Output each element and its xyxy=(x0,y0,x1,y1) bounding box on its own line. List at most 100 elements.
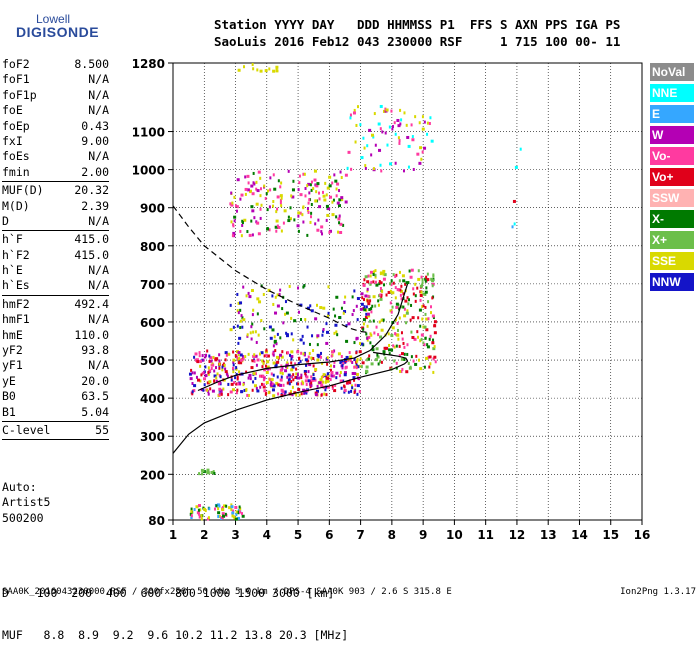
echo-point xyxy=(366,338,369,342)
param-name: fxI xyxy=(2,133,23,148)
echo-point xyxy=(308,191,311,195)
echo-point xyxy=(289,390,292,394)
echo-point xyxy=(421,115,424,119)
echo-point xyxy=(304,318,307,322)
echo-point xyxy=(272,350,275,354)
echo-point xyxy=(345,339,349,343)
echo-point xyxy=(358,350,362,354)
echo-point xyxy=(416,286,419,290)
echo-point xyxy=(319,378,323,382)
echo-point xyxy=(245,388,248,392)
echo-point xyxy=(343,385,346,389)
echo-point xyxy=(330,354,333,358)
echo-point xyxy=(243,388,246,392)
echo-point xyxy=(208,359,211,363)
echo-point xyxy=(304,370,307,374)
echo-point xyxy=(388,348,392,352)
echo-point xyxy=(290,316,293,320)
echo-point xyxy=(305,382,308,386)
echo-point xyxy=(386,143,389,147)
echo-point xyxy=(307,355,310,359)
axis-tick-labels: 1 2 3 4 5 6 7 8 9 10 11 12 13 14 15 1680200300400500600… xyxy=(132,57,651,542)
echo-point xyxy=(251,63,254,67)
y-tick-label: 700 xyxy=(140,278,165,292)
auto-program: Artist5 xyxy=(2,495,51,510)
echo-point xyxy=(317,218,320,222)
echo-point xyxy=(370,153,373,157)
echo-point xyxy=(389,282,392,286)
echo-point xyxy=(276,360,280,364)
echo-point xyxy=(380,360,383,364)
echo-point xyxy=(322,373,326,377)
echo-point xyxy=(224,370,228,374)
echo-point xyxy=(355,363,358,367)
echo-point xyxy=(310,383,313,387)
echo-point xyxy=(207,392,210,396)
echo-point xyxy=(340,196,344,200)
echo-point xyxy=(396,288,400,292)
echo-point xyxy=(328,230,331,234)
echo-point xyxy=(398,344,401,348)
echo-point xyxy=(379,335,383,339)
echo-point xyxy=(338,189,341,193)
legend-item-w: W xyxy=(650,126,694,144)
echo-point xyxy=(316,182,320,186)
param-name: M(D) xyxy=(2,198,30,213)
echo-point xyxy=(224,351,228,355)
echo-point xyxy=(202,388,205,392)
echo-point xyxy=(398,279,401,283)
echo-point xyxy=(398,141,401,145)
muf-distance-table: D 100 200 400 600 800 1000 1500 3000 [km… xyxy=(2,558,348,656)
echo-point xyxy=(422,304,425,308)
echo-point xyxy=(297,211,301,215)
echo-point xyxy=(218,366,221,370)
y-tick-label: 600 xyxy=(140,316,165,330)
echo-point xyxy=(388,125,391,129)
echo-point xyxy=(365,365,369,369)
echo-point xyxy=(361,296,364,300)
echo-point xyxy=(324,380,327,384)
echo-point xyxy=(301,213,304,217)
echo-point xyxy=(398,288,402,292)
echo-point xyxy=(399,370,402,374)
echo-point xyxy=(230,220,233,224)
echo-point xyxy=(262,362,265,366)
echo-point xyxy=(432,347,436,351)
echo-point xyxy=(248,295,252,299)
echo-point xyxy=(325,322,328,326)
legend-item-nnw: NNW xyxy=(650,273,694,291)
echo-point xyxy=(336,201,340,205)
echo-point xyxy=(270,378,274,382)
echo-point xyxy=(363,308,367,312)
echo-point xyxy=(382,272,385,276)
echo-point xyxy=(327,207,331,211)
echo-point xyxy=(258,374,261,378)
echo-point xyxy=(206,349,209,353)
echo-point xyxy=(217,515,220,519)
echo-point xyxy=(287,351,290,355)
echo-point xyxy=(360,302,364,306)
logo-lowell-text: Lowell xyxy=(36,12,71,26)
echo-point xyxy=(363,298,366,302)
echo-point xyxy=(205,353,208,357)
echo-point xyxy=(407,302,410,306)
echo-point xyxy=(195,375,198,379)
echo-point xyxy=(301,334,304,338)
header-line-2: SaoLuis 2016 Feb12 043 230000 RSF 1 715 … xyxy=(214,34,621,49)
echo-point xyxy=(193,508,196,512)
echo-point xyxy=(210,471,214,475)
echo-point xyxy=(318,197,321,201)
echo-point xyxy=(302,285,305,289)
echo-point xyxy=(253,384,257,388)
echo-point xyxy=(430,305,433,309)
echo-point xyxy=(428,355,432,359)
echo-point xyxy=(388,343,391,347)
echo-point xyxy=(198,351,201,355)
echo-point xyxy=(425,317,429,321)
echo-point xyxy=(403,345,406,349)
echo-point xyxy=(229,303,232,307)
echo-point xyxy=(412,359,415,363)
echo-point xyxy=(363,146,366,150)
echo-point xyxy=(402,292,405,296)
echo-point xyxy=(331,384,334,388)
